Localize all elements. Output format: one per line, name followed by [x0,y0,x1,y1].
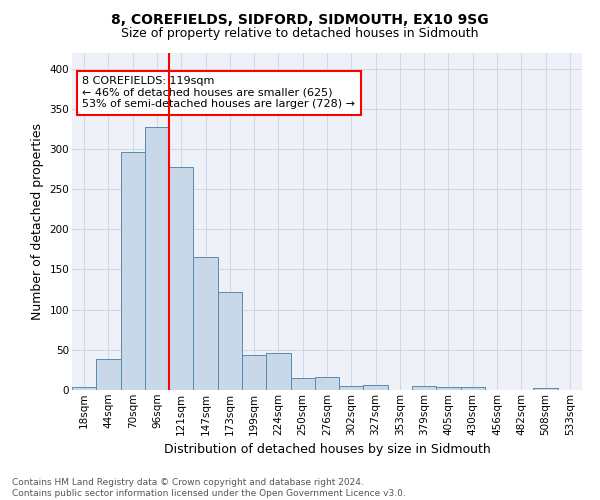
Text: 8 COREFIELDS: 119sqm
← 46% of detached houses are smaller (625)
53% of semi-deta: 8 COREFIELDS: 119sqm ← 46% of detached h… [82,76,355,110]
Bar [461,387,485,390]
Bar [193,258,218,390]
Bar [412,386,436,390]
Bar [364,385,388,390]
Text: Size of property relative to detached houses in Sidmouth: Size of property relative to detached ho… [121,28,479,40]
X-axis label: Distribution of detached houses by size in Sidmouth: Distribution of detached houses by size … [164,443,490,456]
Bar [96,360,121,390]
Bar [533,388,558,390]
Bar [121,152,145,390]
Bar [169,166,193,390]
Bar [242,356,266,390]
Text: Contains HM Land Registry data © Crown copyright and database right 2024.
Contai: Contains HM Land Registry data © Crown c… [12,478,406,498]
Text: 8, COREFIELDS, SIDFORD, SIDMOUTH, EX10 9SG: 8, COREFIELDS, SIDFORD, SIDMOUTH, EX10 9… [111,12,489,26]
Bar [266,353,290,390]
Bar [72,387,96,390]
Bar [145,127,169,390]
Bar [290,378,315,390]
Bar [436,387,461,390]
Bar [339,386,364,390]
Bar [218,292,242,390]
Y-axis label: Number of detached properties: Number of detached properties [31,122,44,320]
Bar [315,377,339,390]
